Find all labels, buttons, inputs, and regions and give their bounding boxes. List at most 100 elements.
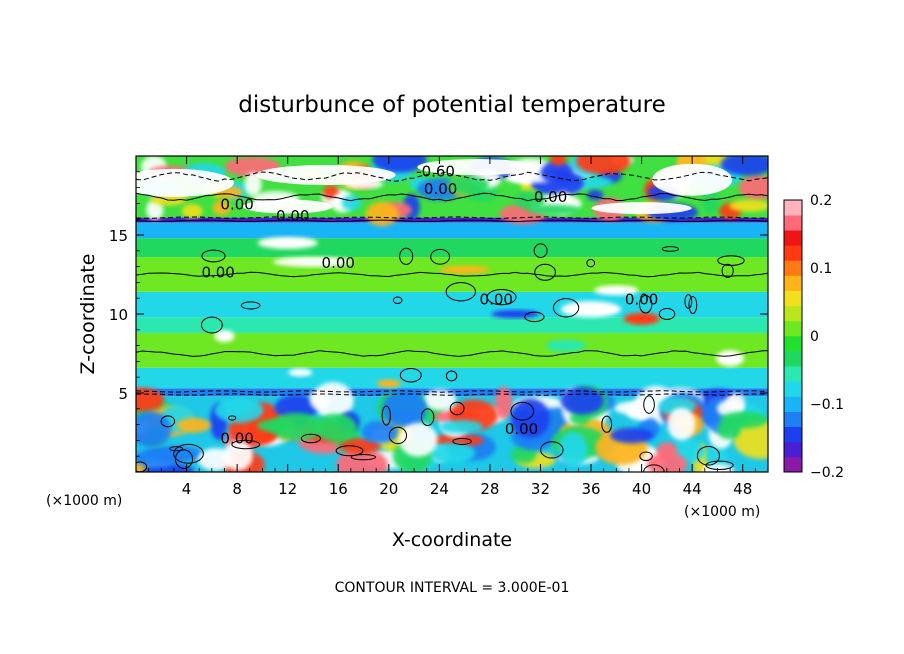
closed-contour [688, 296, 698, 314]
lower-blob [423, 389, 457, 411]
contour-interval-note: CONTOUR INTERVAL = 3.000E-01 [335, 580, 570, 596]
x-tick-label: 4 [182, 480, 192, 498]
closed-contour [445, 282, 477, 302]
closed-contour [510, 401, 535, 421]
contour-line [136, 219, 768, 223]
lower-blob [717, 420, 741, 440]
plume-blob [594, 285, 639, 296]
upper-blob [540, 160, 574, 185]
colorbar-segment [784, 215, 802, 231]
closed-contour [661, 246, 679, 252]
colorbar-tick-label: −0.1 [810, 397, 844, 413]
x-tick-label: 8 [232, 480, 242, 498]
upper-blob [728, 199, 768, 212]
closed-contour [169, 446, 184, 452]
closed-contour [300, 433, 321, 444]
x-tick-label: 24 [430, 480, 449, 498]
colorbar-segment [784, 230, 802, 246]
closed-contour [228, 415, 237, 421]
lower-blob [361, 420, 399, 444]
closed-contour [388, 426, 408, 445]
upper-blob [576, 156, 631, 175]
contour-lines [136, 171, 768, 472]
contour-label: 0.00 [480, 291, 513, 309]
lower-blob [214, 397, 264, 423]
band-4 [136, 317, 768, 333]
contour-label: 0.00 [276, 207, 309, 225]
lower-blob [336, 448, 388, 472]
closed-contour [399, 368, 422, 383]
contour-label: 0.00 [201, 264, 234, 282]
anomaly-blobs [136, 156, 768, 472]
x-tick-label: 32 [531, 480, 550, 498]
x-axis-ticks: 4 8 12 16 20 24 28 32 36 40 44 48 [148, 156, 756, 498]
upper-blob [212, 200, 231, 216]
upper-white-region [242, 199, 333, 214]
upper-white-region [591, 202, 692, 215]
contour-label: 0.00 [505, 420, 538, 438]
lower-blob [315, 413, 357, 442]
plume-blob [491, 310, 540, 318]
plume-blob [272, 256, 353, 267]
x-tick-label: 40 [632, 480, 651, 498]
contour-label: -0.60 [416, 163, 455, 181]
lower-blob [382, 390, 428, 428]
upper-blob [549, 156, 567, 166]
colorbar-segment [784, 245, 802, 261]
x-unit-label: (×1000 m) [684, 504, 760, 520]
x-tick-label: 36 [581, 480, 600, 498]
colorbar-segment [784, 200, 802, 216]
colorbar-segment [784, 441, 802, 458]
x-axis-label: X-coordinate [392, 529, 512, 551]
closed-contour [445, 370, 458, 382]
lower-blob [560, 386, 604, 415]
plume-blob [439, 265, 490, 274]
colorbar-tick-label: −0.2 [810, 465, 844, 481]
closed-contour [392, 296, 403, 305]
x-tick-label: 12 [278, 480, 297, 498]
upper-blob [372, 156, 427, 173]
x-tick-label: 20 [379, 480, 398, 498]
chart-title: disturbunce of potential temperature [238, 92, 666, 118]
lower-blob [733, 419, 768, 459]
colorbar-segment [784, 351, 802, 367]
band-8 [136, 222, 768, 239]
plume-blob [376, 379, 401, 388]
closed-contour [201, 249, 226, 263]
closed-contour [399, 247, 414, 265]
lower-blob [136, 448, 181, 468]
lower-blob [702, 464, 734, 472]
colorbar-segment [784, 305, 802, 322]
closed-contour [449, 401, 465, 416]
z-unit-label: (×1000 m) [46, 493, 122, 509]
closed-contour [173, 443, 204, 464]
x-tick-label: 28 [480, 480, 499, 498]
lower-blob [610, 427, 654, 444]
contour-label: 0.00 [424, 180, 457, 198]
lower-blob [626, 402, 652, 421]
closed-contour [240, 301, 261, 310]
colorbar-segment [784, 411, 802, 427]
lower-blob [428, 442, 476, 464]
lower-blob [439, 420, 483, 434]
band-3 [136, 332, 768, 368]
upper-blob [720, 156, 768, 176]
closed-contour [533, 243, 548, 258]
closed-contour [717, 255, 745, 266]
colorbar-tick-label: 0 [810, 329, 819, 345]
colorbar-segment [784, 320, 802, 337]
closed-contour [452, 437, 472, 445]
lower-blob [569, 411, 590, 425]
upper-blob [341, 195, 362, 211]
closed-contour [174, 449, 194, 469]
closed-contour [534, 263, 556, 281]
closed-contour [430, 248, 451, 265]
lower-blob [646, 452, 688, 472]
upper-white-region [417, 159, 538, 176]
closed-contour [335, 445, 364, 457]
y-tick-label: 15 [109, 227, 128, 245]
contour-line [136, 271, 768, 278]
colorbar-ticks: 0.2 0.1 0 −0.1 −0.2 [810, 193, 844, 481]
closed-contour [540, 441, 564, 459]
plume-blob [257, 236, 318, 249]
